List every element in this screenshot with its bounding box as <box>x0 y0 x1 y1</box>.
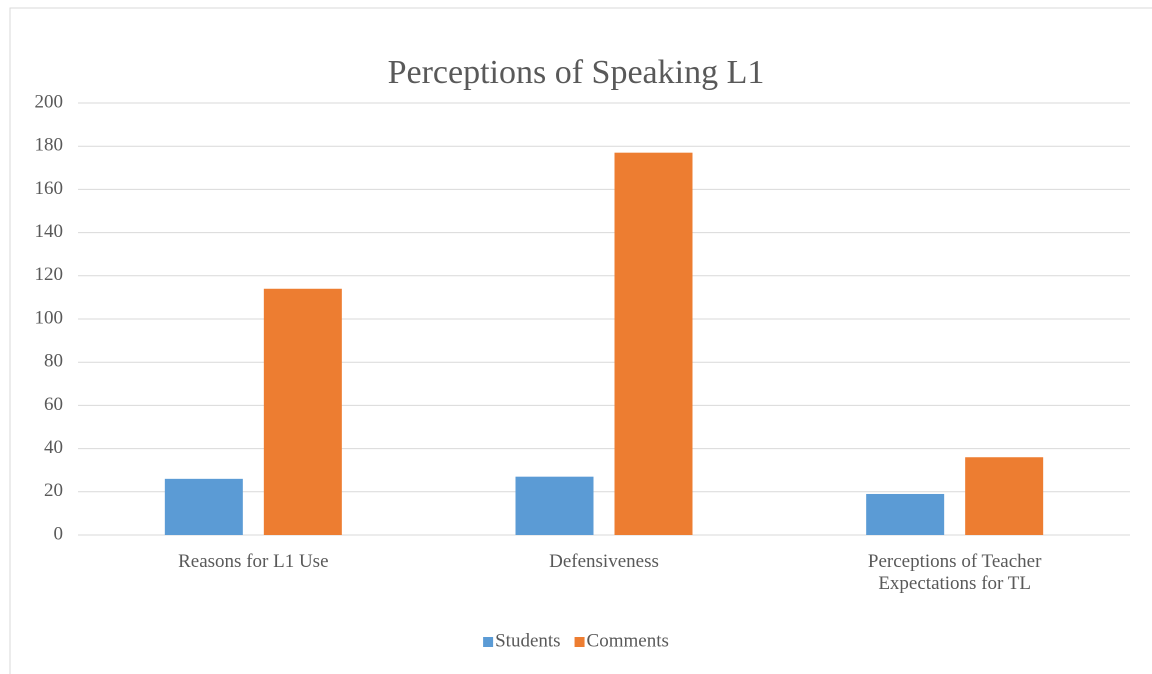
y-tick-label: 80 <box>44 351 63 372</box>
y-tick-label: 160 <box>35 178 64 199</box>
y-tick-label: 20 <box>44 480 63 501</box>
y-tick-label: 200 <box>35 91 64 112</box>
y-tick-label: 60 <box>44 394 63 415</box>
x-tick-label-box: Defensiveness <box>549 551 659 572</box>
y-tick-label: 40 <box>44 437 63 458</box>
legend-label: Comments <box>587 630 669 651</box>
x-tick-label: Defensiveness <box>549 551 659 572</box>
chart-title: Perceptions of Speaking L1 <box>388 54 765 91</box>
x-tick-label-box: Perceptions of Teacher Expectations for … <box>867 551 1042 594</box>
legend: Students Comments <box>483 630 669 651</box>
bar <box>866 493 945 535</box>
legend-swatch <box>574 637 585 647</box>
bar <box>164 478 243 535</box>
bar <box>263 288 342 535</box>
legend-swatch <box>483 637 494 647</box>
chart-border <box>9 7 1152 674</box>
x-tick-label: Reasons for L1 Use <box>178 551 329 572</box>
x-tick-label-box: Reasons for L1 Use <box>178 551 329 572</box>
y-tick-label: 0 <box>54 523 64 544</box>
y-tick-label: 120 <box>35 264 64 285</box>
bar <box>965 457 1044 535</box>
bar <box>515 476 594 535</box>
y-tick-label: 100 <box>35 307 64 328</box>
bar <box>614 152 693 535</box>
y-tick-label: 180 <box>35 135 64 156</box>
y-tick-label: 140 <box>35 221 64 242</box>
legend-label: Students <box>495 630 560 651</box>
x-tick-label: Perceptions of Teacher Expectations for … <box>867 551 1042 594</box>
